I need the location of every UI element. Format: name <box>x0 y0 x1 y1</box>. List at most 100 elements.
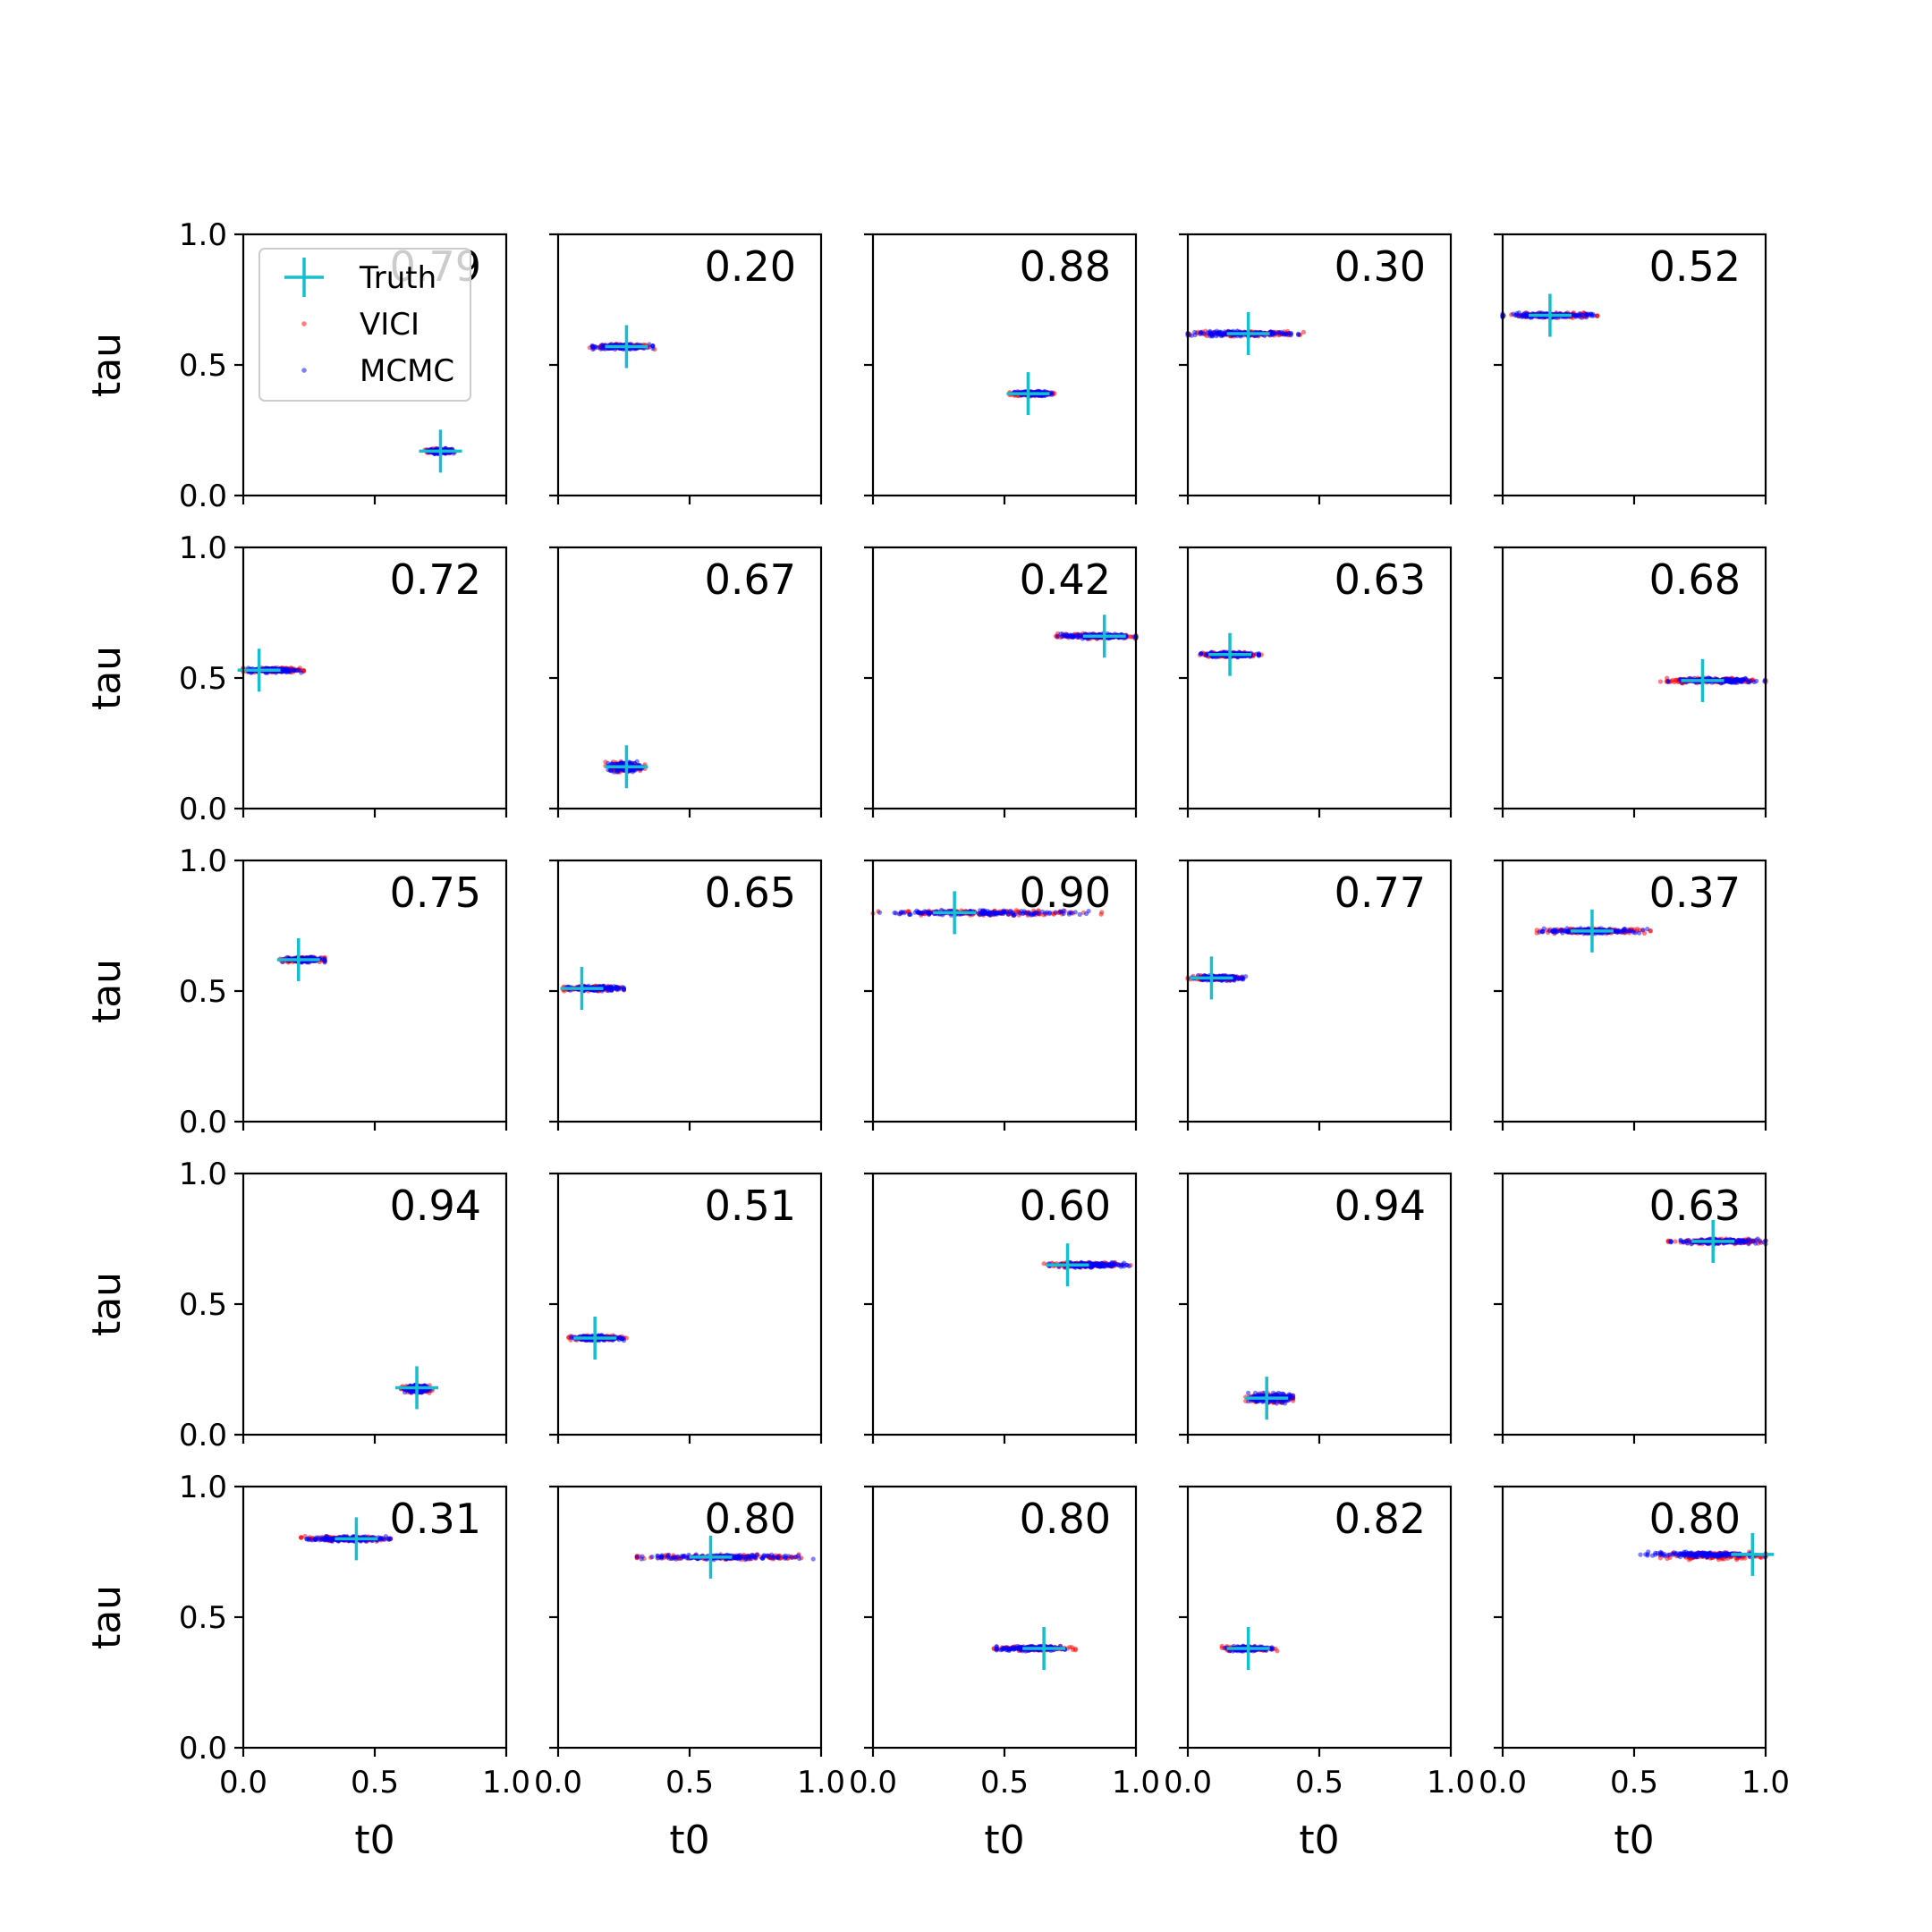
truth-marker <box>605 325 648 369</box>
mcmc-samples-point <box>1623 928 1629 934</box>
mcmc-samples-point <box>650 343 656 349</box>
y-tick-label: 1.0 <box>179 843 227 879</box>
score-annotation: 0.42 <box>1020 555 1111 604</box>
plot-area <box>558 547 821 809</box>
mcmc-samples-point <box>592 344 597 350</box>
subplot-5: 0.52 <box>1494 233 1767 504</box>
mcmc-samples-point <box>281 666 286 672</box>
mcmc-samples-point <box>1583 315 1589 320</box>
mcmc-samples-point <box>609 986 614 991</box>
mcmc-samples-point <box>1199 651 1204 657</box>
subplot-12: 0.65 <box>549 859 823 1131</box>
y-tick-label: 0.5 <box>179 348 227 384</box>
mcmc-samples-point <box>1738 679 1744 685</box>
mcmc-samples-point <box>1071 634 1077 640</box>
mcmc-samples-point <box>1208 332 1214 337</box>
mcmc-samples-point <box>993 911 998 916</box>
mcmc-samples-point <box>1234 974 1240 979</box>
plot-area <box>1188 547 1451 809</box>
y-tick-label: 0.5 <box>179 661 227 697</box>
mcmc-samples-point <box>1614 929 1620 936</box>
truth-marker <box>1006 372 1050 416</box>
mcmc-samples-point <box>1192 332 1198 338</box>
mcmc-samples-point <box>987 910 992 916</box>
mcmc-samples-point <box>1746 680 1752 685</box>
mcmc-samples-point <box>1743 676 1749 682</box>
mcmc-samples-point <box>1754 678 1759 684</box>
mcmc-samples-point <box>892 910 897 916</box>
mcmc-samples-point <box>1295 331 1301 336</box>
vici-samples-point <box>1301 329 1306 335</box>
subplot-4: 0.30 <box>1179 233 1453 504</box>
plot-area <box>558 234 821 496</box>
subplot-6: 0.72 0.0 0.5 1.0 tau <box>84 530 508 827</box>
mcmc-samples-point <box>877 910 883 915</box>
plot-area <box>1503 234 1766 496</box>
mcmc-samples-point <box>907 911 912 917</box>
subplot-8: 0.42 <box>864 546 1139 818</box>
score-annotation: 0.52 <box>1649 242 1741 291</box>
mcmc-samples-point <box>1586 311 1591 317</box>
mcmc-samples-point <box>1198 331 1203 336</box>
mcmc-samples-point <box>618 986 623 991</box>
mcmc-samples-point <box>1013 911 1018 917</box>
y-tick-label: 1.0 <box>179 217 227 253</box>
mcmc-samples-point <box>1521 312 1526 318</box>
mcmc-samples-point <box>912 910 918 915</box>
truth-marker <box>419 429 462 473</box>
mcmc-samples-point <box>1214 328 1219 334</box>
score-annotation: 0.65 <box>705 869 796 917</box>
mcmc-samples-point <box>919 911 924 916</box>
mcmc-samples-point <box>1558 928 1563 934</box>
subplot-15: 0.37 <box>1494 859 1767 1131</box>
score-annotation: 0.20 <box>705 242 796 291</box>
y-tick-label: 0.0 <box>179 479 227 514</box>
mcmc-samples-point <box>288 667 293 673</box>
mcmc-samples-point <box>927 911 932 917</box>
mcmc-samples-point <box>614 984 619 989</box>
y-tick-label: 1.0 <box>179 530 227 566</box>
mcmc-samples-point <box>1540 929 1546 935</box>
y-axis-label: tau <box>84 646 130 710</box>
mcmc-samples-point <box>1513 312 1519 318</box>
score-annotation: 0.67 <box>705 555 796 604</box>
score-annotation: 0.88 <box>1020 242 1111 291</box>
mcmc-samples-point <box>1724 678 1729 683</box>
subplot-10: 0.68 <box>1494 546 1768 818</box>
score-annotation: 0.30 <box>1335 242 1426 291</box>
mcmc-samples-point <box>1240 974 1245 979</box>
score-annotation: 0.68 <box>1649 555 1741 604</box>
mcmc-samples-point <box>1007 909 1013 915</box>
mcmc-samples-point <box>1273 331 1278 336</box>
score-annotation: 0.37 <box>1649 869 1741 917</box>
mcmc-samples-point <box>609 761 614 767</box>
mcmc-samples-point <box>1640 928 1646 933</box>
subplot-2: 0.20 <box>549 233 823 504</box>
mcmc-samples-point <box>1550 928 1555 934</box>
y-tick-label: 0.0 <box>179 792 227 827</box>
mcmc-samples-point <box>980 911 987 916</box>
score-annotation: 0.75 <box>390 869 481 917</box>
mcmc-samples-point <box>1256 652 1261 657</box>
vici-samples-point <box>1670 677 1675 683</box>
mcmc-samples-point <box>1002 909 1007 914</box>
mcmc-samples-point <box>1055 633 1061 640</box>
subplot-13: 0.90 <box>864 859 1138 1131</box>
mcmc-samples-point <box>1078 632 1083 638</box>
mcmc-samples-point <box>634 758 640 765</box>
score-annotation: 0.90 <box>1020 869 1111 917</box>
mcmc-samples-point <box>1665 679 1671 685</box>
score-annotation: 0.72 <box>390 555 481 604</box>
vici-samples-point <box>1595 313 1600 318</box>
mcmc-samples-point <box>1580 312 1585 318</box>
plot-area <box>873 547 1136 809</box>
truth-marker <box>1226 311 1270 355</box>
subplot-7: 0.67 <box>549 546 823 818</box>
mcmc-samples-point <box>898 910 904 915</box>
vici-samples-point <box>1657 679 1663 684</box>
mcmc-samples-point <box>1288 330 1293 336</box>
mcmc-samples-point <box>1566 929 1572 935</box>
y-axis-label: tau <box>84 959 130 1023</box>
plot-area <box>243 547 506 809</box>
y-tick-label: 0.5 <box>179 974 227 1010</box>
